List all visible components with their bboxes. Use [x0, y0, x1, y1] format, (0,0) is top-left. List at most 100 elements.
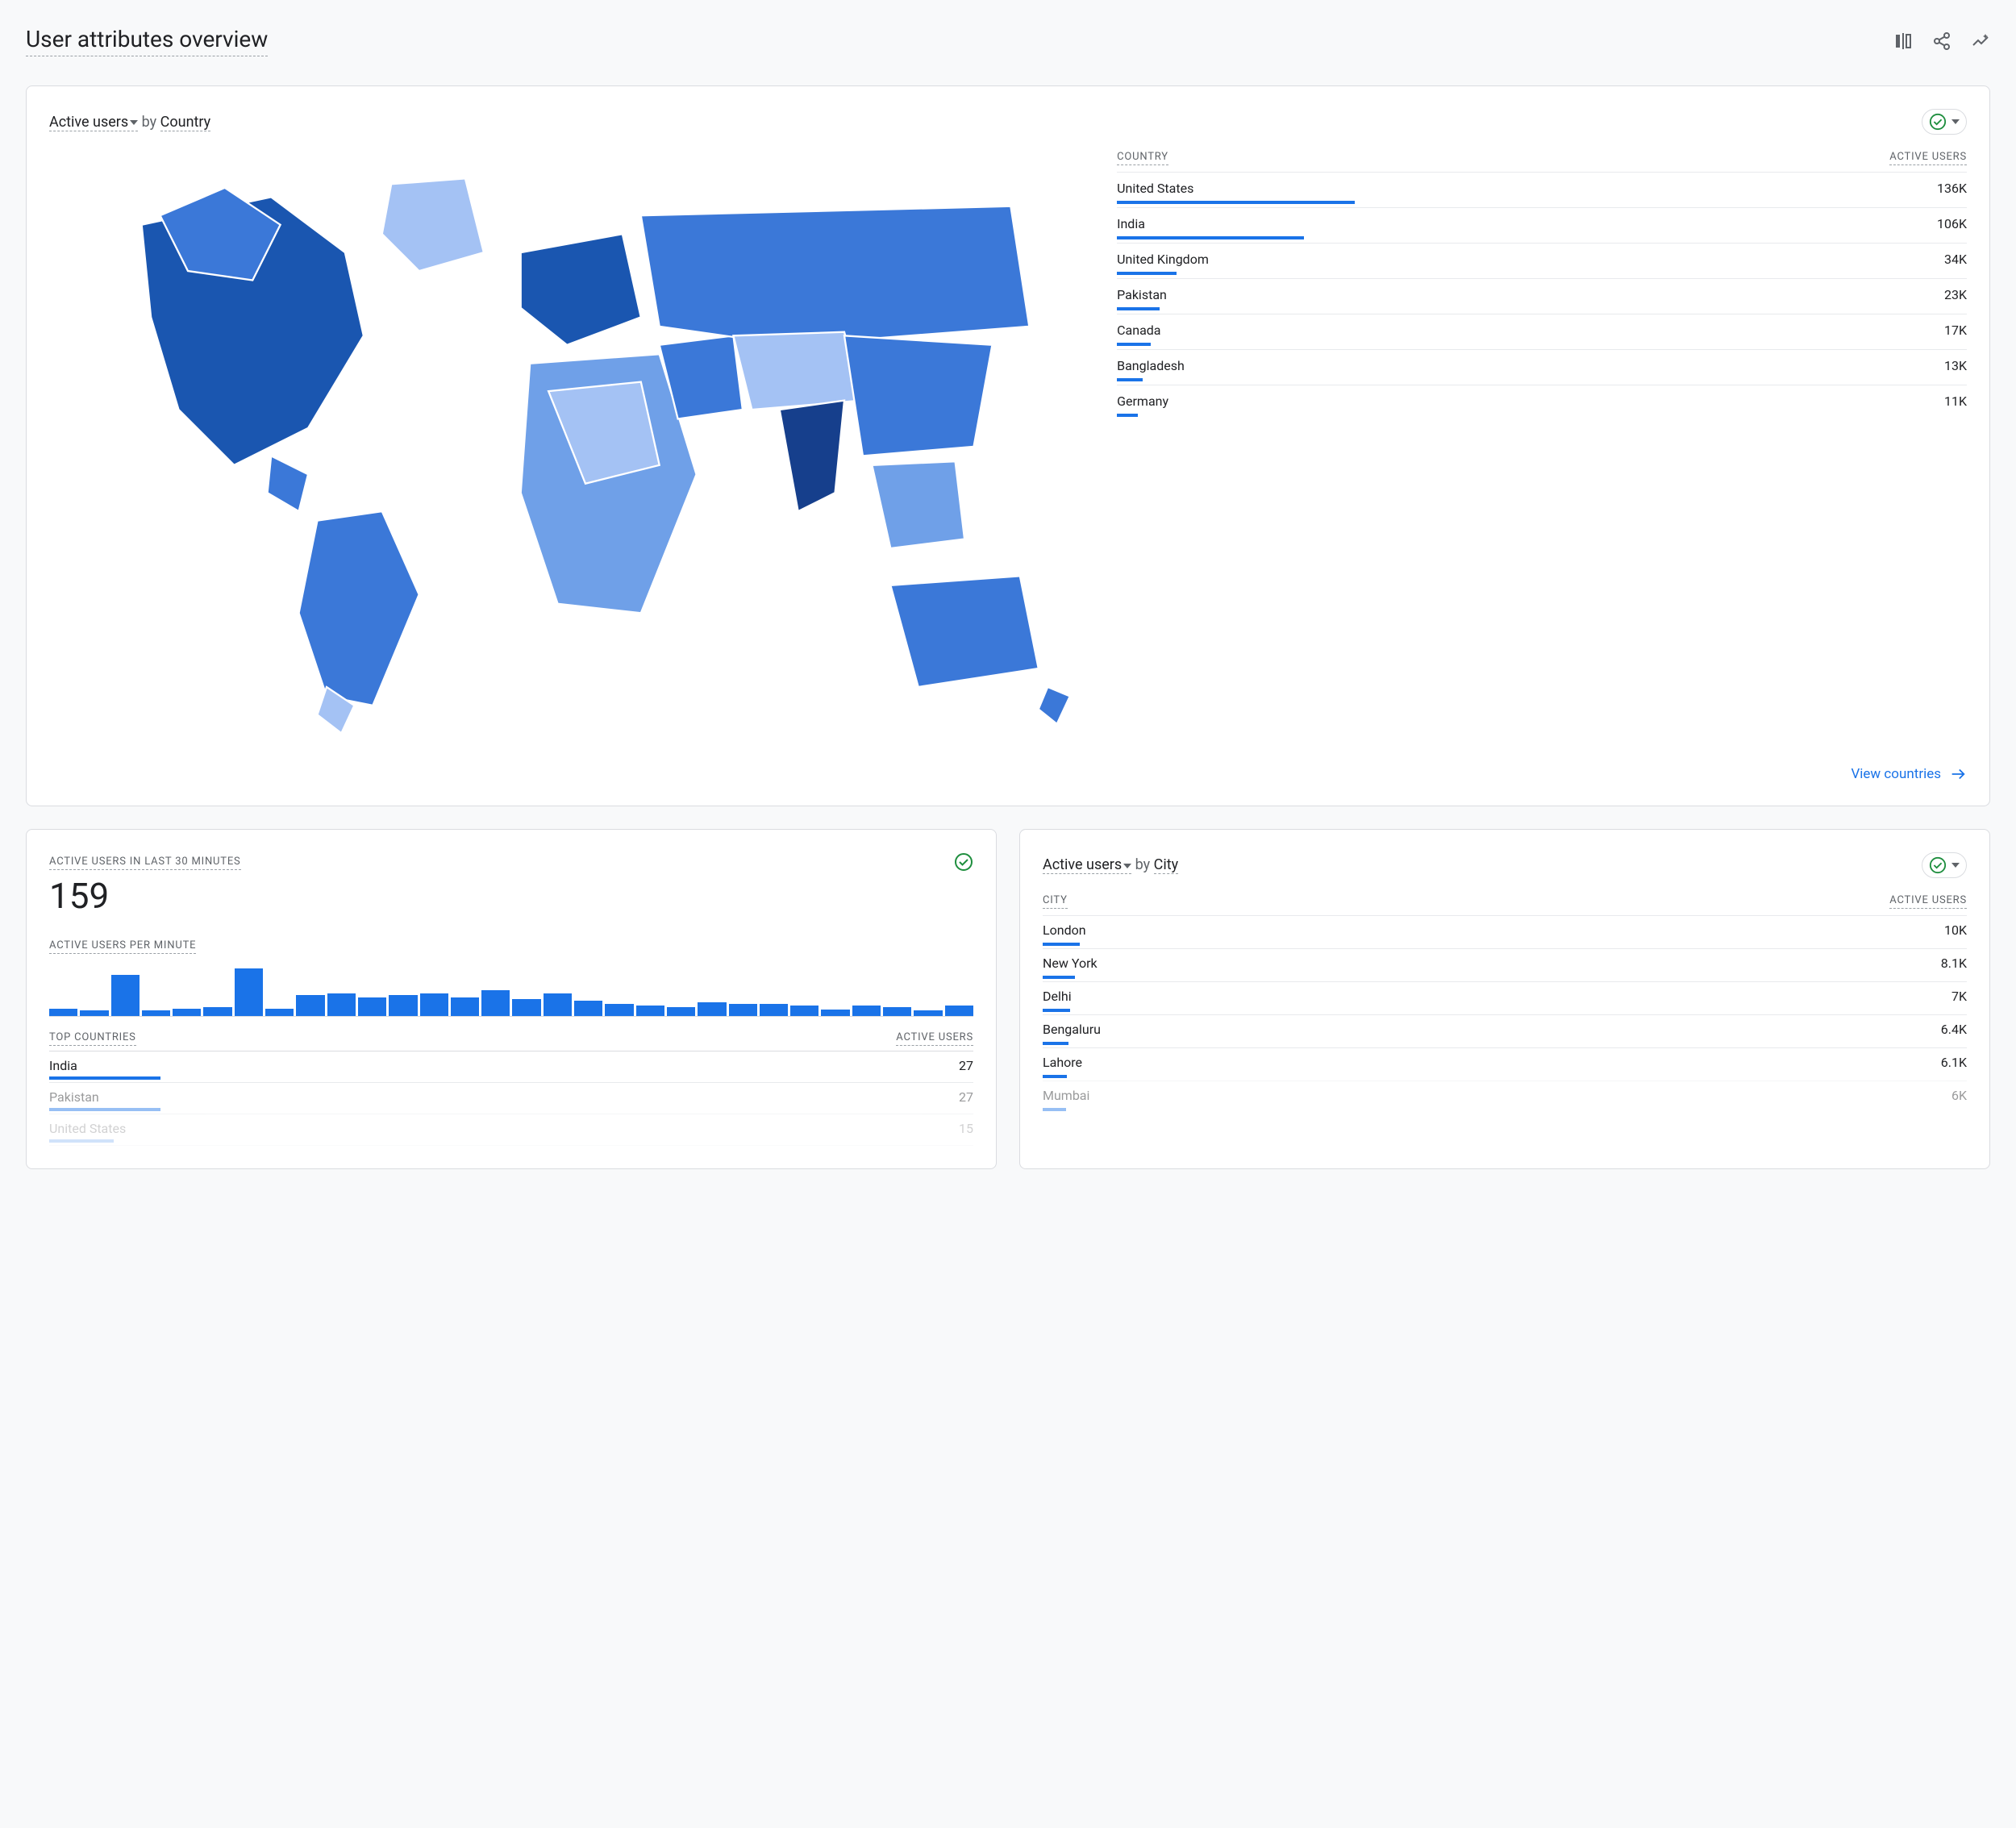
chart-bar	[636, 1006, 664, 1016]
check-circle-icon	[1929, 856, 1947, 874]
country-value: 34K	[1944, 252, 1967, 267]
country-name: United States	[1117, 181, 1193, 196]
country-value: 17K	[1944, 323, 1967, 338]
chart-bar	[852, 1006, 881, 1016]
chart-bar	[729, 1004, 757, 1016]
table-header-dim: COUNTRY	[1117, 151, 1168, 165]
realtime-value: 159	[49, 875, 241, 917]
table-row[interactable]: United Kingdom 34K	[1117, 243, 1967, 278]
table-row[interactable]: New York 8.1K	[1043, 948, 1967, 981]
city-value: 8.1K	[1941, 956, 1967, 971]
chart-bar	[790, 1006, 818, 1016]
chevron-down-icon	[130, 120, 138, 125]
top-countries-header-metric: ACTIVE USERS	[896, 1031, 973, 1046]
page-title: User attributes overview	[26, 26, 268, 56]
insights-icon[interactable]	[1971, 31, 1990, 51]
table-row[interactable]: Lahore 6.1K	[1043, 1047, 1967, 1081]
chart-bar	[821, 1010, 849, 1015]
city-name: Delhi	[1043, 989, 1072, 1004]
share-icon[interactable]	[1932, 31, 1951, 51]
metric-dropdown[interactable]: Active users	[49, 114, 138, 131]
chart-bar	[760, 1004, 788, 1016]
table-row[interactable]: Pakistan 23K	[1117, 278, 1967, 314]
country-name: United States	[49, 1121, 126, 1136]
table-row[interactable]: India 106K	[1117, 207, 1967, 243]
country-value: 13K	[1944, 358, 1967, 373]
dimension-dropdown[interactable]: Country	[160, 114, 211, 131]
chart-bar	[296, 995, 324, 1015]
table-row[interactable]: Canada 17K	[1117, 314, 1967, 349]
view-countries-link[interactable]: View countries	[49, 765, 1967, 783]
city-value: 6K	[1951, 1088, 1967, 1103]
arrow-right-icon	[1949, 765, 1967, 783]
country-name: United Kingdom	[1117, 252, 1209, 267]
table-row[interactable]: United States 15	[49, 1114, 973, 1146]
chevron-down-icon	[1951, 863, 1960, 868]
country-value: 23K	[1944, 287, 1967, 302]
chevron-down-icon	[1123, 864, 1131, 868]
table-row[interactable]: London 10K	[1043, 915, 1967, 948]
chart-bar	[265, 1009, 294, 1015]
check-circle-icon	[1929, 113, 1947, 131]
country-name: India	[1117, 216, 1145, 231]
check-circle-icon[interactable]	[954, 852, 973, 872]
city-value: 6.1K	[1941, 1055, 1967, 1070]
table-row[interactable]: Mumbai 6K	[1043, 1081, 1967, 1114]
chart-bar	[111, 975, 140, 1016]
realtime-title: ACTIVE USERS IN LAST 30 MINUTES	[49, 856, 241, 870]
country-name: Bangladesh	[1117, 358, 1185, 373]
city-name: London	[1043, 922, 1086, 938]
country-name: Canada	[1117, 323, 1160, 338]
table-row[interactable]: Pakistan 27	[49, 1083, 973, 1114]
dimension-dropdown[interactable]: City	[1154, 856, 1179, 874]
city-name: New York	[1043, 956, 1098, 971]
table-row[interactable]: India 27	[49, 1051, 973, 1083]
table-row[interactable]: Delhi 7K	[1043, 981, 1967, 1014]
chart-bar	[574, 1001, 602, 1016]
country-table: COUNTRY ACTIVE USERS United States 136K …	[1117, 151, 1967, 743]
metric-dropdown[interactable]: Active users	[1043, 856, 1131, 874]
country-name: India	[49, 1058, 77, 1073]
chart-bar	[203, 1007, 231, 1016]
chart-bar	[420, 993, 448, 1015]
table-header-metric: ACTIVE USERS	[1889, 151, 1967, 165]
country-value: 11K	[1944, 393, 1967, 409]
chart-bar	[173, 1009, 201, 1015]
city-name: Bengaluru	[1043, 1022, 1101, 1037]
chart-bar	[667, 1007, 695, 1016]
compare-icon[interactable]	[1893, 31, 1913, 51]
chart-bar	[605, 1004, 633, 1016]
realtime-card: ACTIVE USERS IN LAST 30 MINUTES 159 ACTI…	[26, 829, 997, 1169]
city-name: Lahore	[1043, 1055, 1082, 1070]
city-value: 7K	[1951, 989, 1967, 1004]
chart-bar	[945, 1006, 973, 1016]
per-minute-label: ACTIVE USERS PER MINUTE	[49, 939, 196, 954]
country-card-title: Active users by Country	[49, 114, 210, 131]
chart-bar	[327, 993, 356, 1015]
status-pill[interactable]	[1922, 109, 1967, 135]
chart-bar	[80, 1010, 108, 1015]
city-value: 10K	[1944, 922, 1967, 938]
chart-bar	[512, 999, 540, 1016]
city-card: Active users by City CITY ACTIVE USERS L…	[1019, 829, 1990, 1169]
chart-bar	[358, 997, 386, 1016]
chart-bar	[142, 1010, 170, 1015]
world-map[interactable]	[49, 151, 1085, 743]
country-card: Active users by Country	[26, 85, 1990, 806]
chart-bar	[544, 993, 572, 1015]
status-pill[interactable]	[1922, 852, 1967, 878]
country-value: 106K	[1937, 216, 1967, 231]
country-name: Germany	[1117, 393, 1168, 409]
header-actions	[1893, 31, 1990, 51]
country-value: 136K	[1937, 181, 1967, 196]
table-row[interactable]: Bangladesh 13K	[1117, 349, 1967, 385]
per-minute-chart	[49, 968, 973, 1017]
country-name: Pakistan	[49, 1089, 99, 1105]
country-value: 27	[959, 1058, 973, 1073]
chart-bar	[914, 1010, 942, 1015]
table-row[interactable]: Germany 11K	[1117, 385, 1967, 420]
city-value: 6.4K	[1941, 1022, 1967, 1037]
table-row[interactable]: United States 136K	[1117, 172, 1967, 207]
chart-bar	[698, 1002, 726, 1016]
table-row[interactable]: Bengaluru 6.4K	[1043, 1014, 1967, 1047]
